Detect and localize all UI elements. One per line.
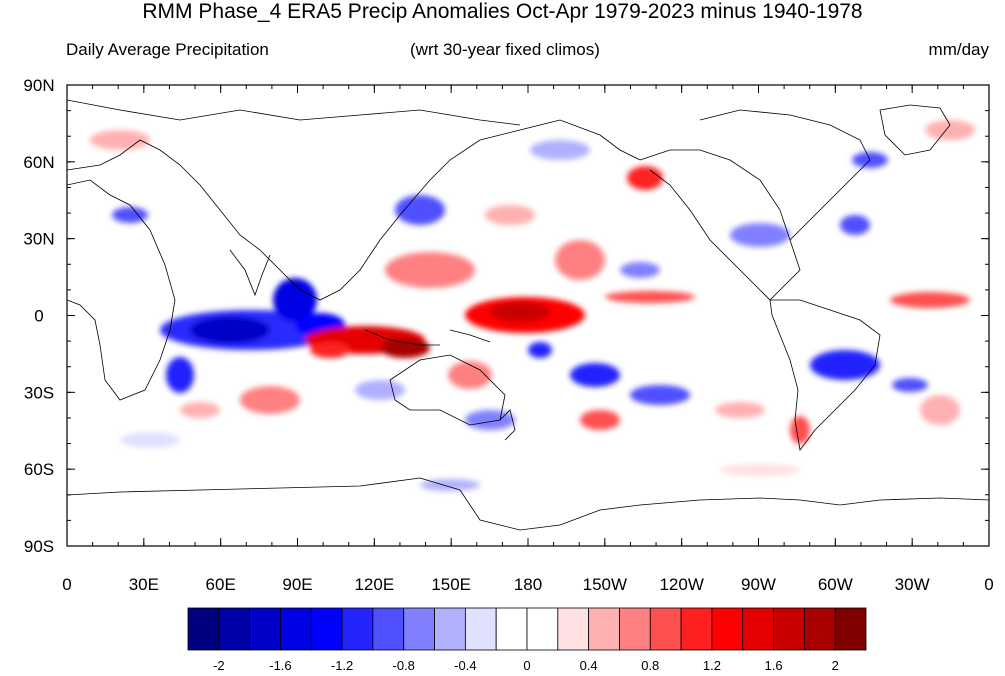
lon-label: 180 (514, 575, 542, 594)
colorbar (187, 607, 867, 651)
colorbar-swatch (280, 607, 312, 651)
anomaly-field (67, 85, 989, 546)
colorbar-label: -1.2 (331, 658, 353, 673)
lat-label: 0 (34, 307, 43, 326)
colorbar-swatch (310, 607, 343, 651)
colorbar-swatch (649, 607, 682, 651)
colorbar-swatch (218, 607, 251, 651)
map-title: RMM Phase_4 ERA5 Precip Anomalies Oct-Ap… (142, 0, 863, 23)
lon-label: 60E (206, 575, 236, 594)
colorbar-swatch (557, 607, 590, 651)
lon-label: 90W (741, 575, 776, 594)
colorbar-label: 0.4 (580, 658, 598, 673)
colorbar-label: -2 (213, 658, 225, 673)
colorbar-swatch (341, 607, 374, 651)
colorbar-swatch (588, 607, 620, 651)
left-subtitle: Daily Average Precipitation (66, 40, 269, 59)
latitude-labels: 90N 60N 30N 0 30S 60S 90S (23, 76, 54, 556)
colorbar-label: -0.4 (454, 658, 476, 673)
colorbar-swatch (495, 607, 528, 651)
lat-label: 30S (24, 383, 54, 402)
colorbar-label: 2 (832, 658, 839, 673)
colorbar-swatch (803, 607, 836, 651)
lat-label: 60N (23, 153, 54, 172)
lat-label: 90N (23, 76, 54, 95)
lat-label: 30N (23, 230, 54, 249)
lon-label: 150W (583, 575, 627, 594)
lon-label: 120E (354, 575, 394, 594)
colorbar-swatch (773, 607, 805, 651)
lon-label: 0 (984, 575, 993, 594)
colorbar-swatch (372, 607, 405, 651)
longitude-labels: 0 30E 60E 90E 120E 150E 180 150W 120W 90W 60W 30W 0 (62, 575, 993, 594)
colorbar-label: -0.8 (393, 658, 415, 673)
colorbar-swatch (526, 607, 559, 651)
colorbar-label: 0.8 (641, 658, 659, 673)
lat-label: 60S (24, 460, 54, 479)
coastlines (67, 99, 989, 531)
lon-label: 0 (62, 575, 71, 594)
colorbar-swatch (711, 607, 744, 651)
lon-label: 30E (129, 575, 159, 594)
colorbar-label: 1.6 (765, 658, 783, 673)
colorbar-swatch (619, 607, 651, 651)
colorbar-labels: -2 -1.6 -1.2 -0.8 -0.4 0 0.4 0.8 1.2 1.6 2 (213, 658, 839, 673)
lat-label: 90S (24, 537, 54, 556)
units-label: mm/day (928, 40, 989, 59)
colorbar-swatch (680, 607, 713, 651)
axis-ticks (66, 84, 990, 547)
colorbar-swatch (249, 607, 281, 651)
lon-label: 30W (895, 575, 930, 594)
colorbar-swatch (187, 607, 220, 651)
lon-label: 150E (431, 575, 471, 594)
center-subtitle: (wrt 30-year fixed climos) (410, 40, 600, 59)
colorbar-swatch (834, 607, 867, 651)
colorbar-label: -1.6 (269, 658, 291, 673)
lon-label: 120W (659, 575, 703, 594)
colorbar-swatch (434, 607, 466, 651)
colorbar-label: 0 (523, 658, 530, 673)
colorbar-swatch (403, 607, 435, 651)
colorbar-label: 1.2 (703, 658, 721, 673)
lon-label: 60W (818, 575, 853, 594)
colorbar-swatch (464, 607, 497, 651)
colorbar-swatch (742, 607, 774, 651)
lon-label: 90E (282, 575, 312, 594)
